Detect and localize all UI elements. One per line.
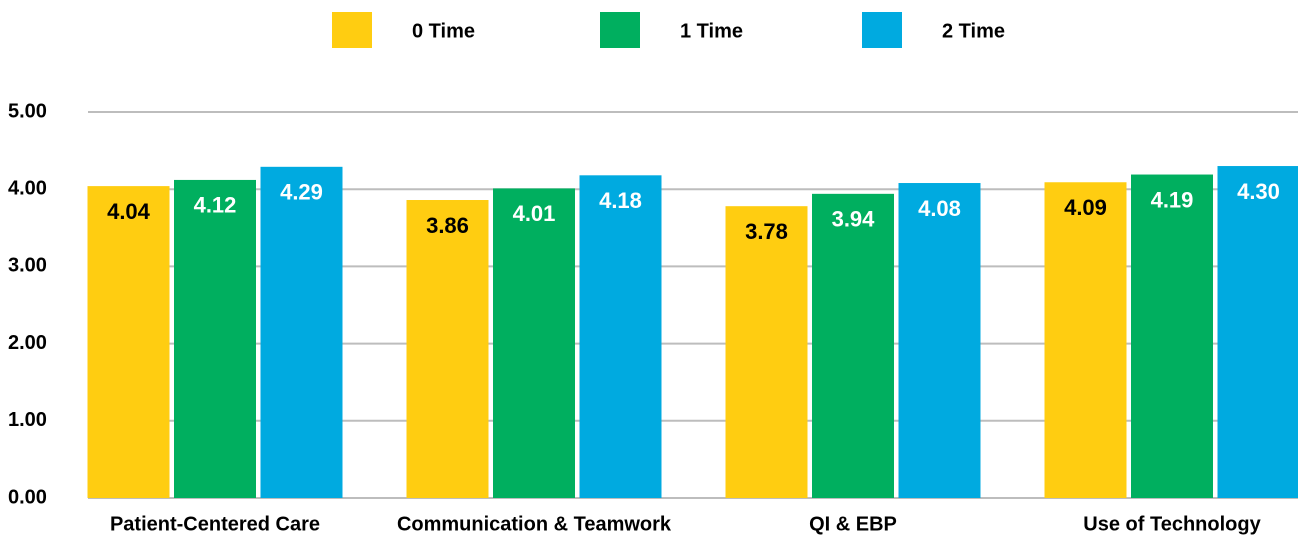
data-label: 4.19 [1151, 187, 1194, 212]
legend-swatch [600, 12, 640, 48]
bar [812, 194, 894, 498]
bar [493, 188, 575, 498]
x-tick-label: Communication & Teamwork [397, 513, 672, 535]
legend-label: 2 Time [942, 20, 1005, 42]
data-label: 4.29 [280, 180, 323, 205]
x-tick-label: Patient-Centered Care [110, 513, 320, 535]
bar [261, 167, 343, 498]
bar [580, 175, 662, 498]
bar [1218, 166, 1298, 498]
legend-label: 1 Time [680, 20, 743, 42]
y-tick-label: 0.00 [8, 486, 47, 508]
bar [407, 200, 489, 498]
legend-swatch [862, 12, 902, 48]
bar [726, 206, 808, 498]
y-tick-label: 4.00 [8, 177, 47, 199]
data-label: 4.01 [513, 201, 556, 226]
data-label: 3.94 [832, 207, 876, 232]
data-label: 3.78 [745, 219, 788, 244]
x-tick-label: QI & EBP [809, 513, 897, 535]
data-label: 4.30 [1237, 179, 1280, 204]
data-label: 4.08 [918, 196, 961, 221]
data-label: 3.86 [426, 213, 469, 238]
bar [899, 183, 981, 498]
bar [1131, 175, 1213, 498]
data-label: 4.18 [599, 188, 642, 213]
bar [174, 180, 256, 498]
data-label: 4.12 [194, 193, 237, 218]
y-tick-label: 1.00 [8, 409, 47, 431]
y-tick-label: 2.00 [8, 332, 47, 354]
data-label: 4.04 [107, 199, 151, 224]
data-label: 4.09 [1064, 195, 1107, 220]
x-tick-label: Use of Technology [1083, 513, 1261, 535]
legend-label: 0 Time [412, 20, 475, 42]
bar [88, 186, 170, 498]
legend-swatch [332, 12, 372, 48]
y-tick-label: 3.00 [8, 255, 47, 277]
y-tick-label: 5.00 [8, 100, 47, 122]
bar [1045, 182, 1127, 498]
